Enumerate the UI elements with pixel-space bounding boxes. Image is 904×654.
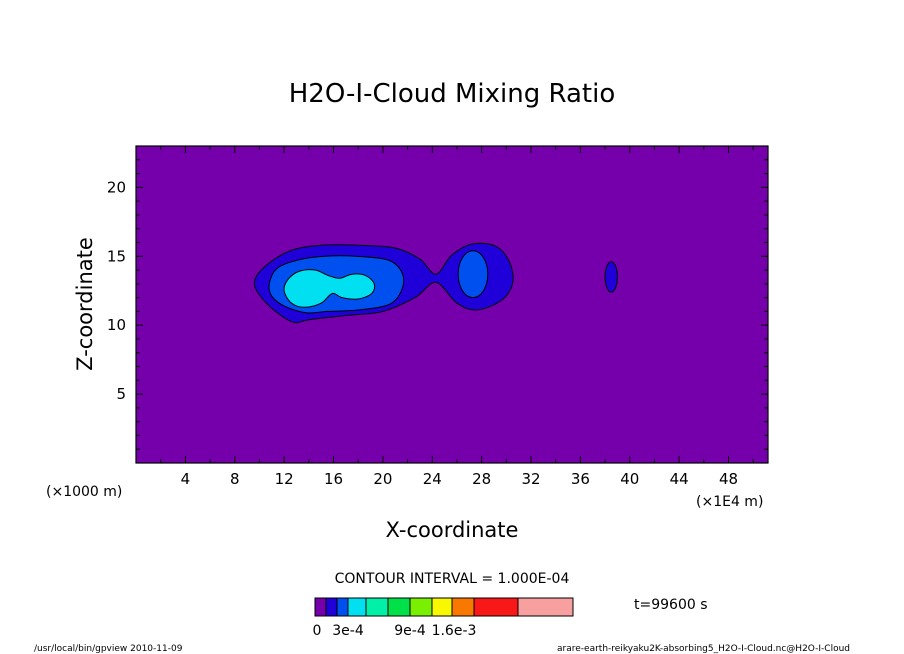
contour-region-2e-4 bbox=[457, 250, 489, 299]
colorbar-swatch bbox=[387, 597, 411, 617]
plot-background bbox=[136, 146, 768, 463]
colorbar-label: 0 bbox=[313, 623, 322, 639]
colorbar-swatch bbox=[451, 597, 475, 617]
x-tick-label: 48 bbox=[719, 470, 738, 488]
time-label: t=99600 s bbox=[634, 597, 708, 613]
x-tick-label: 24 bbox=[423, 470, 442, 488]
colorbar-swatch bbox=[365, 597, 389, 617]
y-tick-label: 10 bbox=[107, 316, 126, 334]
colorbar-label: 3e-4 bbox=[332, 623, 364, 639]
colorbar-swatch bbox=[409, 597, 433, 617]
footer-right: arare-earth-reikyaku2K-absorbing5_H2O-I-… bbox=[557, 644, 850, 654]
y-tick-label: 20 bbox=[107, 178, 126, 196]
plot-frame bbox=[135, 145, 769, 464]
y-axis-label: Z-coordinate bbox=[73, 237, 97, 371]
y-axis-ticks: 5 10 15 20 bbox=[107, 159, 768, 450]
chart-title: H2O-I-Cloud Mixing Ratio bbox=[289, 79, 616, 109]
x-scale-right: (×1E4 m) bbox=[696, 494, 763, 510]
x-tick-label: 28 bbox=[472, 470, 491, 488]
x-axis-ticks: 4 8 12 16 20 24 28 32 36 40 44 48 bbox=[160, 146, 754, 488]
colorbar-swatch bbox=[325, 597, 338, 617]
x-tick-label: 20 bbox=[373, 470, 392, 488]
y-tick-label: 15 bbox=[107, 247, 126, 265]
x-scale-left: (×1000 m) bbox=[46, 484, 122, 500]
x-tick-label: 12 bbox=[275, 470, 294, 488]
x-tick-label: 16 bbox=[324, 470, 343, 488]
colorbar-swatch bbox=[517, 597, 574, 617]
colorbar-label: 1.6e-3 bbox=[432, 623, 477, 639]
footer-left: /usr/local/bin/gpview 2010-11-09 bbox=[34, 644, 183, 654]
colorbar bbox=[314, 597, 574, 617]
y-tick-label: 5 bbox=[116, 385, 126, 403]
x-tick-label: 36 bbox=[571, 470, 590, 488]
x-tick-label: 32 bbox=[521, 470, 540, 488]
colorbar-swatch bbox=[314, 597, 327, 617]
x-axis-label: X-coordinate bbox=[386, 518, 519, 542]
colorbar-swatch bbox=[347, 597, 367, 617]
colorbar-swatch bbox=[336, 597, 349, 617]
contour-region-1e-4 bbox=[604, 261, 618, 293]
colorbar-swatch bbox=[473, 597, 519, 617]
x-tick-label: 8 bbox=[230, 470, 240, 488]
colorbar-labels: 0 3e-4 9e-4 1.6e-3 bbox=[313, 623, 477, 639]
x-tick-label: 44 bbox=[670, 470, 689, 488]
contour-fills bbox=[253, 242, 618, 324]
contour-region-3e-4 bbox=[283, 269, 376, 308]
colorbar-label: 9e-4 bbox=[394, 623, 426, 639]
x-tick-label: 4 bbox=[181, 470, 191, 488]
contour-interval: CONTOUR INTERVAL = 1.000E-04 bbox=[335, 571, 570, 587]
x-tick-label: 40 bbox=[620, 470, 639, 488]
colorbar-swatch bbox=[431, 597, 453, 617]
